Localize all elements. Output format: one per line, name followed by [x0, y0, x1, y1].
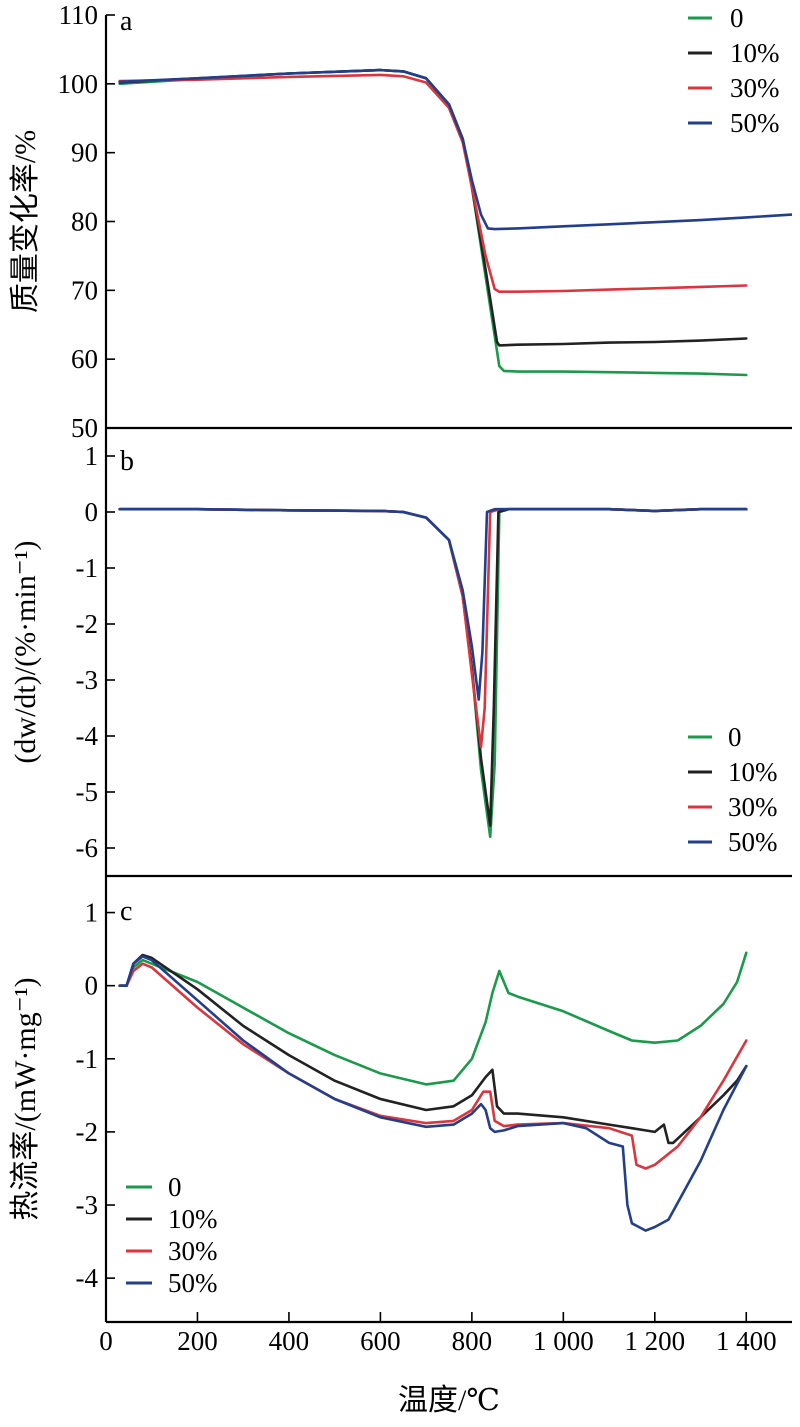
legend-label: 50%	[730, 108, 780, 138]
series-group	[118, 68, 792, 377]
x-tick-label: 1 200	[624, 1326, 685, 1356]
y-tick-label: 1	[85, 898, 99, 928]
legend: 0 10% 30% 50%	[688, 722, 778, 857]
x-axis-title: 温度/℃	[398, 1384, 500, 1417]
y-tick-label: 70	[71, 275, 98, 305]
x-tick-label: 0	[99, 1326, 113, 1356]
y-tick-label: -1	[76, 553, 99, 583]
y-tick-label: -2	[76, 1117, 99, 1147]
y-tick-label: -3	[76, 665, 99, 695]
y-tick-label: -3	[76, 1190, 99, 1220]
legend-label: 10%	[168, 1204, 218, 1234]
y-tick-label: 80	[71, 207, 98, 237]
series-line-50pct	[118, 955, 748, 1232]
legend-label: 50%	[168, 1268, 218, 1298]
series-line-50pct	[118, 507, 748, 701]
legend-label: 0	[730, 3, 744, 33]
y-axis-title: (dw/dt)/(%·min⁻¹)	[9, 540, 42, 763]
series-line-10pct	[118, 953, 748, 1145]
panel-letter: a	[120, 6, 133, 37]
x-tick-label: 800	[452, 1326, 493, 1356]
legend-label: 10%	[730, 38, 780, 68]
y-tick-label: 0	[85, 497, 99, 527]
y-tick-label: -4	[76, 1263, 99, 1293]
series-line-10pct	[118, 68, 748, 347]
panel-a: 110 100 90 80 70 60 50 a 质量变化率/% 0 10% 30% 50%	[9, 0, 792, 443]
y-tick-label: 60	[71, 344, 98, 374]
series-line-30pct	[118, 507, 748, 749]
x-tick-label: 1 400	[716, 1326, 777, 1356]
y-tick-label: 50	[71, 413, 98, 443]
y-axis-title: 质量变化率/%	[9, 130, 42, 313]
series-group	[118, 507, 748, 839]
y-tick-label: 100	[58, 69, 99, 99]
legend-label: 10%	[728, 757, 778, 787]
series-line-0	[118, 507, 748, 839]
x-tick-label: 200	[177, 1326, 218, 1356]
panel-letter: b	[120, 446, 134, 477]
series-line-30pct	[118, 962, 748, 1170]
series-line-10pct	[118, 507, 748, 827]
y-tick-label: -1	[76, 1044, 99, 1074]
axes-frame: 0 200 400 600 800 1 000 1 200 1 400 温度/℃	[99, 15, 792, 1417]
y-tick-label: 110	[59, 0, 99, 30]
y-tick-label: 90	[71, 138, 98, 168]
legend: 010%30%50%	[126, 1172, 218, 1298]
legend-label: 30%	[728, 792, 778, 822]
legend-label: 30%	[168, 1236, 218, 1266]
legend-label: 0	[168, 1172, 182, 1202]
series-line-30pct	[118, 73, 748, 294]
x-tick-label: 400	[269, 1326, 310, 1356]
x-tick-label: 600	[360, 1326, 401, 1356]
legend-label: 0	[728, 722, 742, 752]
series-group	[118, 951, 748, 1232]
legend: 0 10% 30% 50%	[688, 3, 780, 138]
y-tick-label: 1	[85, 441, 99, 471]
legend-label: 50%	[728, 827, 778, 857]
y-tick-label: -4	[76, 721, 99, 751]
y-tick-label: 0	[85, 971, 99, 1001]
legend-label: 30%	[730, 73, 780, 103]
x-tick-label: 1 000	[533, 1326, 594, 1356]
series-line-0	[118, 951, 748, 1086]
panel-b: 1 0 -1 -2 -3 -4 -5 -6 b (dw/dt)/(%·min⁻¹) 0 10% 30% 5…	[9, 441, 778, 863]
series-line-50pct	[118, 68, 792, 231]
y-tick-label: -2	[76, 609, 99, 639]
y-tick-label: -6	[76, 833, 99, 863]
y-axis-title: 热流率/(mW·mg⁻¹)	[9, 977, 42, 1220]
y-tick-label: -5	[76, 777, 99, 807]
panel-letter: c	[120, 896, 132, 927]
